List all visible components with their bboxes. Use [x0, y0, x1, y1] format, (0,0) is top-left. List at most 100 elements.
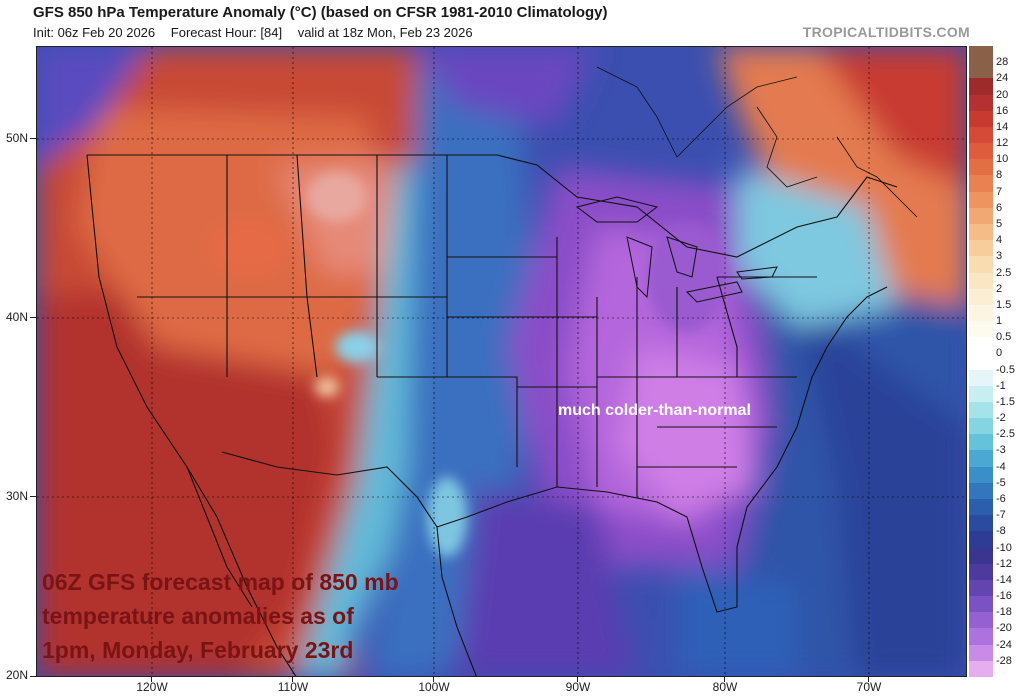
- colorbar-label: 0.5: [996, 331, 1012, 344]
- colorbar-label: 1: [996, 315, 1003, 328]
- colorbar-cell: [969, 434, 993, 451]
- colorbar-cell: [969, 159, 993, 176]
- lat-tick: [30, 676, 36, 677]
- colorbar-cell: [969, 191, 993, 209]
- colorbar-label: -4: [996, 460, 1006, 473]
- caption-line: temperature anomalies as of: [42, 603, 354, 629]
- colorbar-cell: [969, 143, 993, 160]
- lat-tick: [30, 496, 36, 497]
- colorbar-label: 24: [996, 72, 1009, 85]
- caption-line: 1pm, Monday, February 23rd: [42, 637, 354, 663]
- colorbar: [969, 46, 993, 678]
- init-time: Init: 06z Feb 20 2026: [33, 25, 156, 40]
- boundaries: [86, 154, 898, 676]
- site-watermark: TROPICALTIDBITS.COM: [802, 24, 970, 40]
- colorbar-label: -1: [996, 379, 1006, 392]
- colorbar-cell: [969, 385, 993, 403]
- graticule: [37, 47, 966, 676]
- colorbar-label: -2.5: [996, 428, 1015, 441]
- colder-annotation: much colder-than-normal: [558, 402, 751, 419]
- colorbar-label: 6: [996, 201, 1003, 214]
- lat-label-50n: 50N: [5, 131, 28, 145]
- colorbar-cell: [969, 660, 993, 678]
- colorbar-label: 12: [996, 137, 1009, 150]
- colorbar-cell: [969, 644, 993, 662]
- lat-tick: [30, 317, 36, 318]
- colorbar-label: 2.5: [996, 266, 1012, 279]
- colorbar-label: -16: [996, 590, 1012, 603]
- colorbar-label: -7: [996, 509, 1006, 522]
- colorbar-label: 8: [996, 169, 1003, 182]
- colorbar-cell: [969, 482, 993, 500]
- colorbar-label: -6: [996, 493, 1006, 506]
- colorbar-cell: [969, 240, 993, 257]
- colorbar-label: 16: [996, 104, 1009, 117]
- lat-label-30n: 30N: [5, 489, 28, 503]
- lon-tick: [724, 677, 725, 682]
- lon-label-100w: 100W: [418, 680, 450, 694]
- colorbar-cell: [969, 628, 993, 646]
- colorbar-cell: [969, 304, 993, 322]
- colorbar-cell: [969, 450, 993, 468]
- colorbar-label: 0: [996, 347, 1003, 360]
- colorbar-cell: [969, 94, 993, 112]
- lon-label-110w: 110W: [277, 680, 309, 694]
- colorbar-cell: [969, 579, 993, 597]
- lon-label-80w: 80W: [712, 680, 738, 694]
- lon-tick: [433, 677, 434, 682]
- colorbar-cell: [969, 596, 993, 613]
- lon-label-70w: 70W: [856, 680, 882, 694]
- lon-tick: [292, 677, 293, 682]
- forecast-info: Init: 06z Feb 20 2026 Forecast Hour: [84…: [33, 25, 485, 40]
- colorbar-cell: [969, 78, 993, 96]
- colorbar-cell: [969, 531, 993, 549]
- colorbar-cell: [969, 466, 993, 484]
- colorbar-label: 10: [996, 153, 1009, 166]
- colorbar-label: -8: [996, 525, 1006, 538]
- colorbar-cell: [969, 288, 993, 306]
- map-canvas: [37, 47, 966, 676]
- colorbar-label: 2: [996, 282, 1003, 295]
- colorbar-cell: [969, 563, 993, 581]
- lon-label-120w: 120W: [136, 680, 168, 694]
- colorbar-cell: [969, 612, 993, 629]
- lon-tick: [868, 677, 869, 682]
- colorbar-cell: [969, 337, 993, 354]
- colorbar-cell: [969, 223, 993, 241]
- colorbar-label: -1.5: [996, 395, 1015, 408]
- colorbar-label: -3: [996, 444, 1006, 457]
- colorbar-label: 1.5: [996, 298, 1012, 311]
- canada-coast: [596, 66, 918, 218]
- colorbar-label: 28: [996, 56, 1009, 69]
- colorbar-label: -14: [996, 573, 1012, 586]
- great-lakes: [575, 196, 778, 303]
- lon-tick: [577, 677, 578, 682]
- forecast-hour: Forecast Hour: [84]: [170, 25, 283, 40]
- colorbar-label: 3: [996, 250, 1003, 263]
- anomaly-map: [36, 46, 967, 677]
- colorbar-label: 5: [996, 217, 1003, 230]
- colorbar-cell: [969, 207, 993, 225]
- lon-tick: [151, 677, 152, 682]
- colorbar-label: -28: [996, 654, 1012, 667]
- lat-label-40n: 40N: [5, 310, 28, 324]
- valid-time: valid at 18z Mon, Feb 23 2026: [297, 25, 473, 40]
- colorbar-cell: [969, 272, 993, 290]
- colorbar-label: -10: [996, 541, 1012, 554]
- colorbar-cell: [969, 418, 993, 435]
- chart-title: GFS 850 hPa Temperature Anomaly (°C) (ba…: [33, 4, 608, 21]
- colorbar-label: -12: [996, 557, 1012, 570]
- colorbar-label: 20: [996, 88, 1009, 101]
- colorbar-cell: [969, 46, 993, 63]
- colorbar-label: -5: [996, 476, 1006, 489]
- colorbar-label: 7: [996, 185, 1003, 198]
- colorbar-label: 14: [996, 120, 1009, 133]
- colorbar-label: -20: [996, 622, 1012, 635]
- colorbar-label: -0.5: [996, 363, 1015, 376]
- colorbar-cell: [969, 62, 993, 79]
- colorbar-label: -24: [996, 638, 1012, 651]
- lat-label-20n: 20N: [5, 668, 28, 682]
- lat-tick: [30, 138, 36, 139]
- lon-label-90w: 90W: [565, 680, 591, 694]
- colorbar-cell: [969, 110, 993, 128]
